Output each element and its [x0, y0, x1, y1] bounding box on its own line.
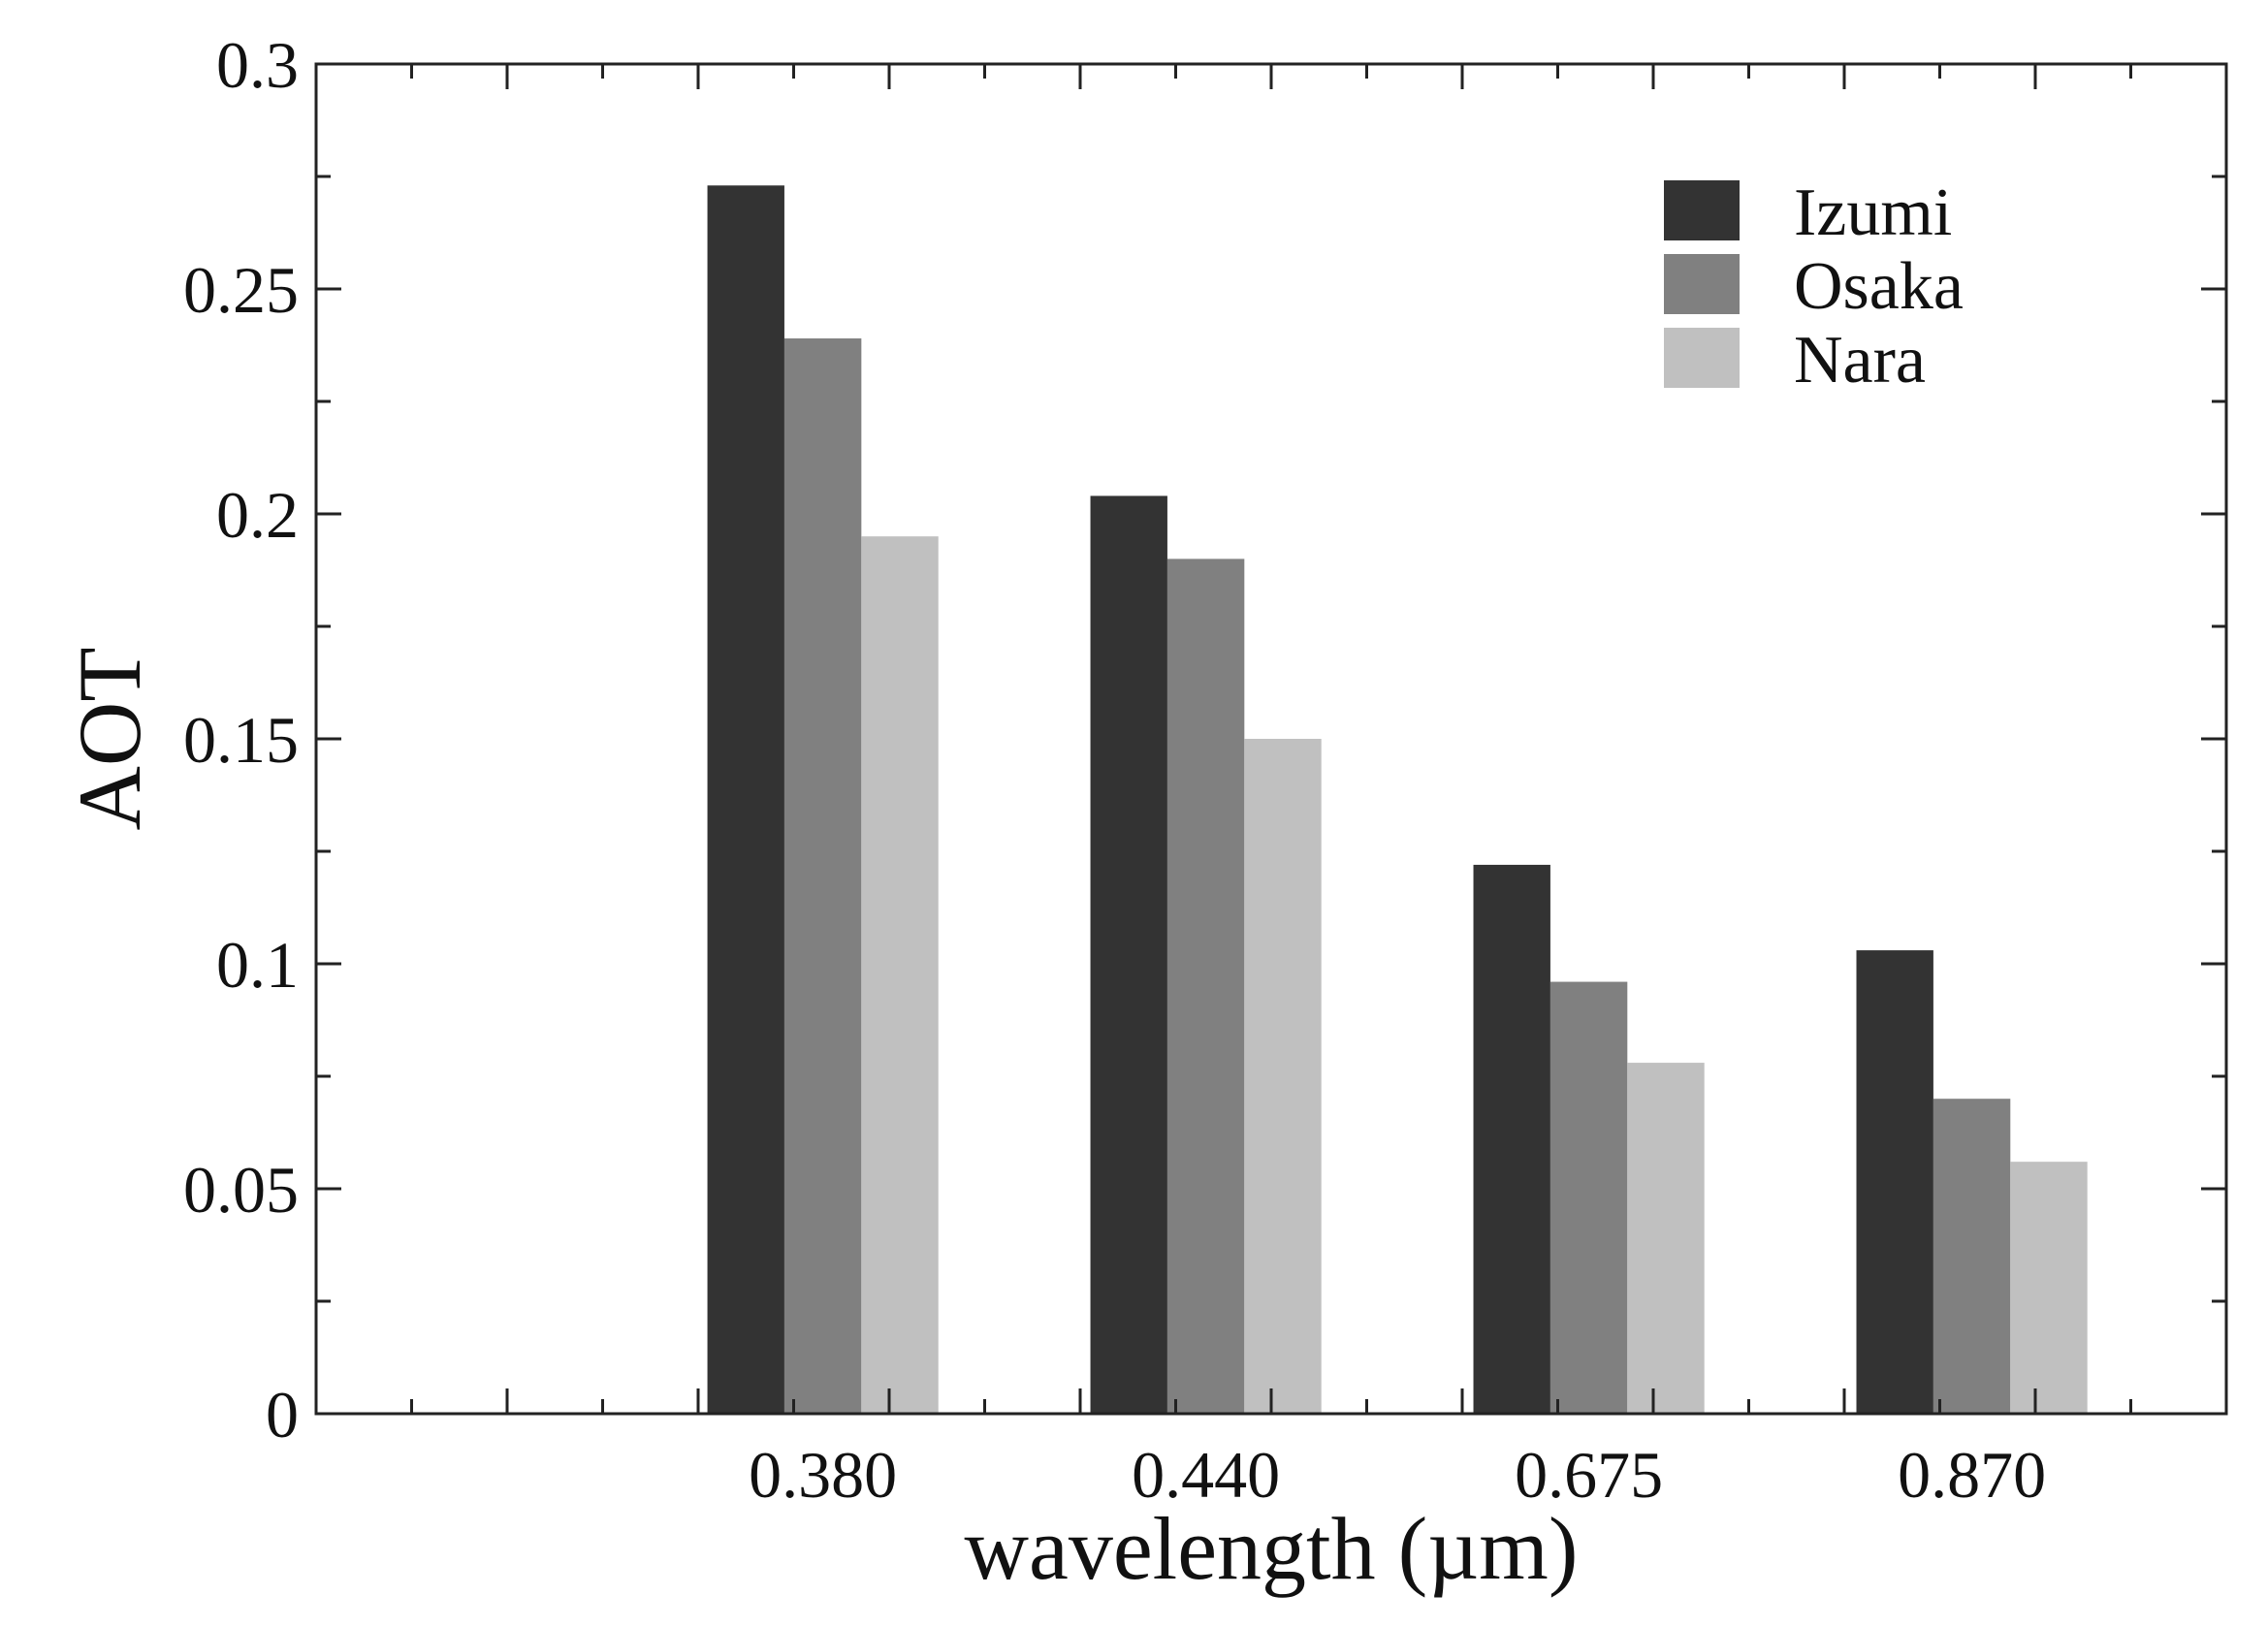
- y-tick-label: 0: [266, 1378, 299, 1452]
- y-tick-label: 0.2: [216, 478, 299, 552]
- bars-layer: [707, 185, 2088, 1414]
- bar-osaka-0.675: [1549, 981, 1628, 1414]
- bar-izumi-0.380: [707, 185, 784, 1414]
- bar-nara-0.675: [1627, 1063, 1705, 1414]
- y-axis-title: AOT: [60, 647, 159, 830]
- legend-label-izumi: Izumi: [1794, 175, 1952, 250]
- y-tick-label: 0.15: [183, 703, 299, 777]
- labels-layer: 0 0.05 0.1 0.15 0.2 0.25 0.3 0.380 0.440 0.675 0.8…: [183, 28, 2046, 1512]
- bar-osaka-0.440: [1166, 558, 1245, 1414]
- legend-swatch-nara: [1664, 328, 1740, 388]
- bar-osaka-0.380: [783, 338, 862, 1414]
- bar-izumi-0.675: [1473, 864, 1550, 1414]
- bar-izumi-0.440: [1090, 495, 1167, 1414]
- x-axis-title: wavelength (µm): [965, 1499, 1579, 1598]
- x-tick-label: 0.675: [1515, 1438, 1663, 1512]
- legend-swatch-izumi: [1664, 180, 1740, 240]
- x-tick-label: 0.440: [1132, 1438, 1280, 1512]
- bar-osaka-0.870: [1933, 1099, 2011, 1414]
- bar-nara-0.380: [861, 536, 939, 1414]
- y-tick-label: 0.3: [216, 28, 299, 102]
- legend-label-osaka: Osaka: [1794, 249, 1964, 324]
- x-tick-label: 0.380: [749, 1438, 897, 1512]
- bar-izumi-0.870: [1856, 950, 1933, 1414]
- bar-nara-0.440: [1244, 739, 1322, 1414]
- y-tick-label: 0.1: [216, 928, 299, 1002]
- legend-label-nara: Nara: [1794, 323, 1926, 398]
- x-tick-label: 0.870: [1898, 1438, 2046, 1512]
- legend-swatch-osaka: [1664, 254, 1740, 314]
- y-tick-label: 0.25: [183, 253, 299, 327]
- y-tick-label: 0.05: [183, 1153, 299, 1227]
- bar-nara-0.870: [2010, 1162, 2088, 1414]
- plot-frame: [314, 62, 2228, 1416]
